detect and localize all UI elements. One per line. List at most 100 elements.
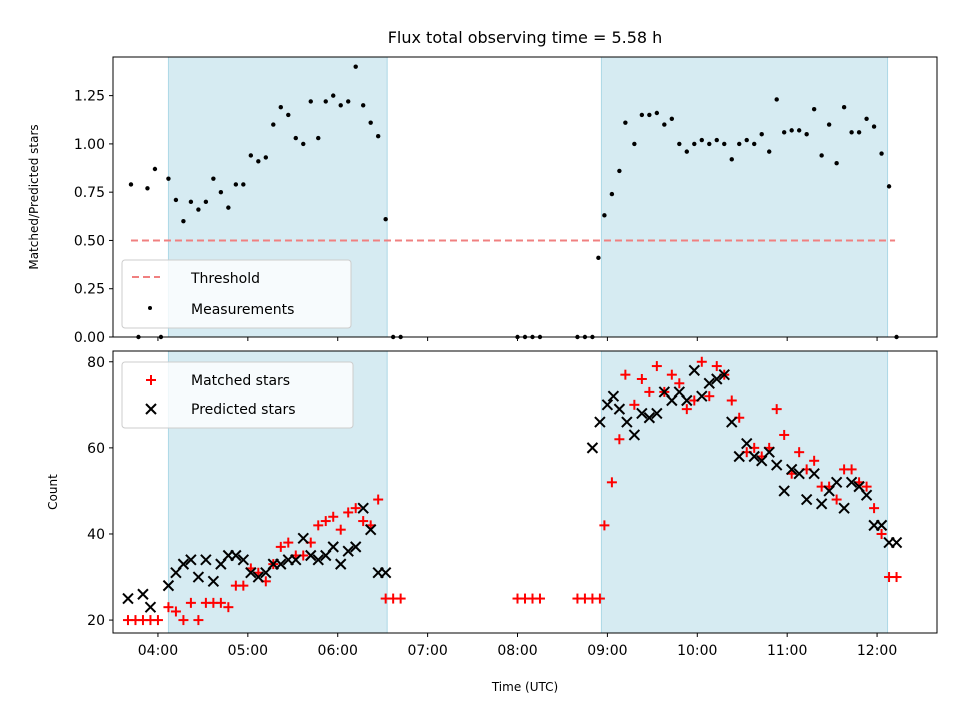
- x-tick-label: 05:00: [228, 643, 268, 659]
- measurement-point: [826, 122, 832, 127]
- measurement-point: [308, 99, 313, 104]
- matched-star-point: [711, 361, 722, 372]
- predicted-star-point: [770, 459, 783, 471]
- measurement-point: [211, 176, 216, 181]
- predicted-star-point: [290, 554, 302, 566]
- measurement-point: [632, 141, 637, 147]
- measurement-point: [196, 207, 201, 212]
- measurement-point: [128, 182, 134, 187]
- matched-star-point: [876, 528, 887, 539]
- measurement-point: [293, 135, 298, 141]
- predicted-star-point: [207, 575, 220, 588]
- predicted-star-point: [177, 558, 190, 570]
- matched-star-point: [320, 516, 331, 527]
- matched-star-point: [696, 356, 707, 367]
- predicted-star-point: [628, 429, 641, 441]
- measurement-point: [819, 153, 824, 158]
- predicted-star-point: [122, 592, 134, 605]
- predicted-star-point: [830, 476, 843, 489]
- matched-star-point: [170, 606, 181, 617]
- matched-star-point: [794, 447, 805, 458]
- measurement-point: [181, 218, 186, 224]
- measurement-point: [316, 135, 321, 141]
- measurement-point: [684, 149, 690, 154]
- measurement-point: [263, 155, 269, 160]
- matched-star-point: [238, 580, 249, 591]
- predicted-star-point: [237, 554, 250, 566]
- matched-star-point: [779, 429, 790, 440]
- bottom-y-axis-label: Count: [46, 474, 60, 510]
- figure-title: Flux total observing time = 5.58 h: [388, 28, 663, 47]
- predicted-star-point: [711, 373, 723, 385]
- measurement-point: [759, 132, 764, 137]
- matched-star-point: [651, 361, 662, 372]
- measurement-point: [383, 217, 388, 222]
- predicted-star-point: [364, 523, 377, 536]
- predicted-star-point: [230, 549, 242, 562]
- measurement-point: [699, 137, 704, 143]
- y-tick-label: 1.25: [74, 89, 105, 105]
- legend-measurements-label: Measurements: [191, 302, 294, 318]
- measurement-point: [623, 120, 628, 125]
- legend-threshold-label: Threshold: [190, 271, 260, 287]
- matched-star-point: [861, 481, 872, 492]
- x-tick-label: 09:00: [587, 643, 627, 659]
- matched-star-point: [599, 520, 610, 531]
- measurement-point: [368, 120, 373, 125]
- matched-star-point: [328, 511, 339, 522]
- predicted-star-point: [275, 558, 287, 570]
- measurement-point: [737, 141, 742, 147]
- measurement-point: [804, 132, 809, 137]
- predicted-star-point: [890, 536, 903, 549]
- predicted-star-point: [815, 498, 828, 510]
- measurement-point: [278, 105, 283, 110]
- matched-star-point: [335, 524, 346, 535]
- matched-star-point: [185, 597, 196, 608]
- matched-star-point: [152, 615, 163, 626]
- measurement-point: [602, 213, 607, 218]
- measurement-point: [338, 103, 343, 108]
- predicted-star-point: [607, 390, 620, 402]
- measurement-point: [203, 199, 209, 205]
- predicted-star-point: [297, 532, 309, 544]
- predicted-star-point: [327, 541, 339, 553]
- measurement-point: [353, 64, 358, 69]
- observing-window-2: [601, 57, 888, 337]
- predicted-star-point: [342, 545, 354, 557]
- measurement-point: [256, 159, 261, 164]
- measurement-point: [323, 99, 328, 104]
- measurement-point: [662, 122, 667, 127]
- matched-star-point: [704, 391, 715, 402]
- matched-star-point: [373, 494, 384, 505]
- predicted-star-point: [651, 407, 663, 420]
- predicted-star-point: [778, 485, 790, 497]
- measurement-point: [707, 141, 712, 147]
- measurement-point: [152, 166, 158, 172]
- measurement-point: [218, 189, 224, 195]
- measurement-point: [248, 153, 254, 158]
- measurement-point: [647, 112, 652, 118]
- x-tick-label: 11:00: [767, 643, 807, 659]
- predicted-star-point: [726, 416, 738, 428]
- predicted-star-point: [718, 368, 730, 381]
- x-tick-label: 12:00: [857, 643, 897, 659]
- matched-star-point: [283, 537, 294, 548]
- matched-star-point: [343, 507, 354, 518]
- x-tick-label: 07:00: [407, 643, 447, 659]
- measurement-point: [767, 149, 772, 154]
- measurement-point: [849, 130, 854, 135]
- measurement-point: [609, 191, 615, 197]
- predicted-star-point: [703, 377, 715, 389]
- predicted-star-point: [688, 364, 701, 377]
- matched-star-point: [215, 597, 226, 608]
- measurement-point: [286, 112, 291, 118]
- matched-star-point: [674, 378, 685, 389]
- matched-star-point: [594, 593, 605, 604]
- measurement-point: [864, 116, 869, 121]
- measurement-point: [301, 141, 306, 147]
- legend-matched-marker: [146, 375, 156, 385]
- matched-star-point: [358, 516, 369, 527]
- matched-star-point: [831, 494, 842, 505]
- matched-star-point: [275, 541, 286, 552]
